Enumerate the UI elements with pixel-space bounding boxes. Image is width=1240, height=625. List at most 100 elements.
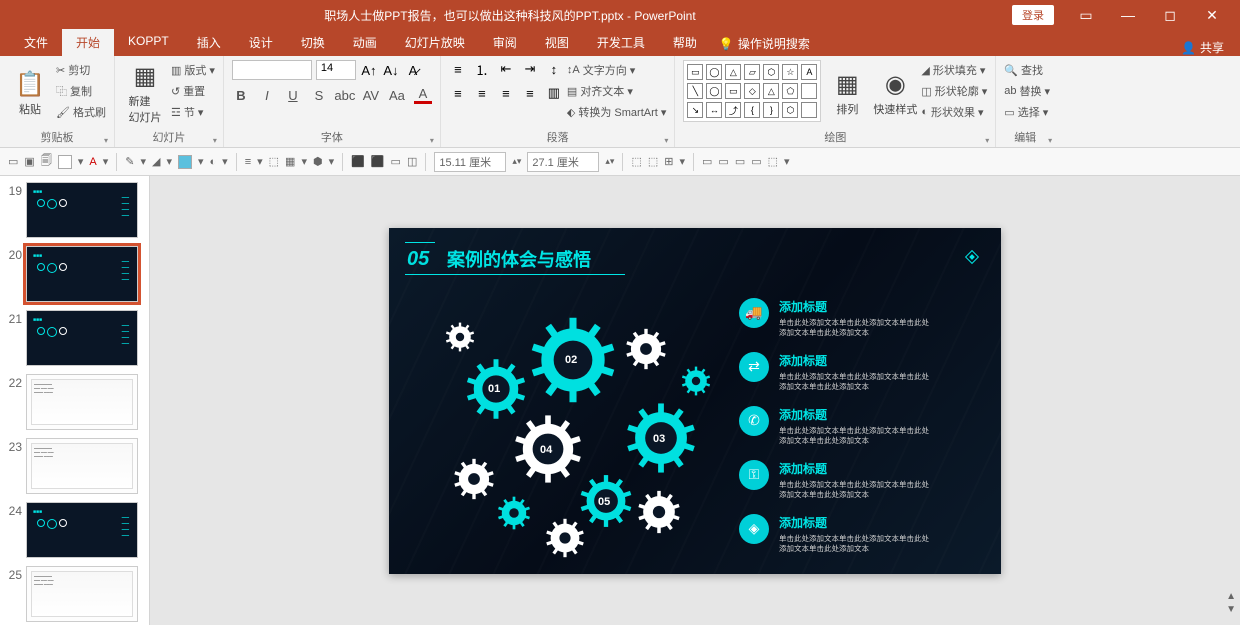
arrange-button[interactable]: ▦排列 [825, 60, 869, 126]
qat-icon[interactable]: ▣ [24, 155, 34, 168]
menu-tab-设计[interactable]: 设计 [235, 29, 287, 56]
slide-thumbnail[interactable]: ■■■━━━━━━━━━━━━ [26, 502, 138, 558]
menu-tab-开始[interactable]: 开始 [62, 29, 114, 56]
text-direction-button[interactable]: ↕A文字方向 ▾ [567, 60, 666, 80]
decrease-font-icon[interactable]: A↓ [382, 61, 400, 79]
smartart-button[interactable]: ⬖转换为 SmartArt ▾ [567, 102, 666, 122]
qat-color-swatch[interactable] [58, 155, 72, 169]
align-text-button[interactable]: ▤对齐文本 ▾ [567, 81, 666, 101]
shadow-button[interactable]: abc [336, 86, 354, 104]
qat-icon[interactable]: ⬚ [269, 155, 279, 168]
shapes-gallery[interactable]: ▭◯△▱⬡☆A ╲◯▭◇△⬠ ↘↔⤴{}⬡ [683, 60, 821, 122]
qat-icon[interactable]: ⬛ [371, 155, 385, 168]
select-button[interactable]: ▭选择 ▾ [1004, 102, 1050, 122]
shape-outline-button[interactable]: ◫形状轮廓 ▾ [921, 81, 987, 101]
reset-button[interactable]: ↺重置 [171, 81, 215, 101]
slide-canvas-area[interactable]: 05 案例的体会与感悟 0102040305 🚚 添加标题 单击此处添加文本单击… [150, 176, 1240, 625]
qat-icon[interactable]: ⊞ [664, 155, 673, 168]
layout-button[interactable]: ▥版式 ▾ [171, 60, 215, 80]
strikethrough-button[interactable]: S [310, 86, 328, 104]
menu-tab-切换[interactable]: 切换 [287, 29, 339, 56]
slide-thumbnail[interactable]: ■■■━━━━━━━━━━━━ [26, 246, 138, 302]
qat-icon[interactable]: ▦ [285, 155, 295, 168]
shape-fill-button[interactable]: ◢形状填充 ▾ [921, 60, 987, 80]
indent-inc-button[interactable]: ⇥ [521, 60, 539, 78]
qat-icon[interactable]: ▭ [702, 155, 712, 168]
share-button[interactable]: 共享 [1200, 39, 1224, 56]
font-color-button[interactable]: A [414, 86, 432, 104]
minimize-icon[interactable]: — [1108, 1, 1148, 29]
current-slide[interactable]: 05 案例的体会与感悟 0102040305 🚚 添加标题 单击此处添加文本单击… [389, 228, 1001, 574]
qat-swatch[interactable] [178, 155, 192, 169]
qat-fill-icon[interactable]: ◢ [152, 155, 160, 168]
qat-eyedropper-icon[interactable]: ✎ [125, 155, 134, 168]
font-size-input[interactable]: 14 [316, 60, 356, 80]
menu-tab-插入[interactable]: 插入 [183, 29, 235, 56]
slide-thumbnails-panel[interactable]: 19■■■━━━━━━━━━━━━20■■■━━━━━━━━━━━━21■■■━… [0, 176, 150, 625]
italic-button[interactable]: I [258, 86, 276, 104]
increase-font-icon[interactable]: A↑ [360, 61, 378, 79]
prev-slide-icon[interactable]: ▲ [1226, 591, 1236, 602]
qat-icon[interactable]: ⬚ [648, 155, 658, 168]
menu-tab-幻灯片放映[interactable]: 幻灯片放映 [391, 29, 479, 56]
qat-icon[interactable]: ▭ [8, 155, 18, 168]
line-spacing-button[interactable]: ↕ [545, 60, 563, 78]
qat-icon[interactable]: ◫ [407, 155, 417, 168]
indent-dec-button[interactable]: ⇤ [497, 60, 515, 78]
qat-icon[interactable]: ⬢ [313, 155, 323, 168]
justify-button[interactable]: ≡ [521, 84, 539, 102]
qat-icon[interactable]: ⬚ [768, 155, 778, 168]
new-slide-button[interactable]: ▦ 新建 幻灯片 [123, 60, 167, 126]
qat-icon[interactable]: ▭ [391, 155, 401, 168]
qat-icon[interactable]: ◐ [210, 156, 217, 168]
menu-tab-动画[interactable]: 动画 [339, 29, 391, 56]
find-button[interactable]: 🔍查找 [1004, 60, 1050, 80]
maximize-icon[interactable]: ◻ [1150, 1, 1190, 29]
qat-icon[interactable]: ≡ [245, 156, 251, 168]
width-input[interactable]: 27.1 厘米 [527, 152, 599, 172]
close-icon[interactable]: ✕ [1192, 1, 1232, 29]
shape-effects-button[interactable]: ◐形状效果 ▾ [921, 102, 987, 122]
qat-icon[interactable]: ⬚ [631, 155, 641, 168]
quick-styles-button[interactable]: ◉快速样式 [873, 60, 917, 126]
slide-thumbnail[interactable]: ■■■━━━━━━━━━━━━ [26, 310, 138, 366]
align-left-button[interactable]: ≡ [449, 84, 467, 102]
underline-button[interactable]: U [284, 86, 302, 104]
format-painter-button[interactable]: 🖌格式刷 [56, 102, 106, 122]
case-button[interactable]: Aa [388, 86, 406, 104]
menu-tab-视图[interactable]: 视图 [531, 29, 583, 56]
ribbon-options-icon[interactable]: ▭ [1066, 1, 1106, 29]
section-button[interactable]: ☲节 ▾ [171, 102, 215, 122]
qat-icon[interactable]: A [89, 156, 96, 168]
menu-tab-审阅[interactable]: 审阅 [479, 29, 531, 56]
slide-thumbnail[interactable]: ▬▬▬▬▬▬▬▬ ▬▬ ▬▬▬▬▬ ▬▬▬ [26, 438, 138, 494]
spacing-button[interactable]: AV [362, 86, 380, 104]
qat-icon[interactable]: ⬛ [351, 155, 365, 168]
font-name-input[interactable] [232, 60, 312, 80]
qat-icon[interactable]: ▭ [718, 155, 728, 168]
menu-tab-开发工具[interactable]: 开发工具 [583, 29, 659, 56]
qat-icon[interactable]: ▭ [735, 155, 745, 168]
menu-tab-帮助[interactable]: 帮助 [659, 29, 711, 56]
columns-button[interactable]: ▥ [545, 84, 563, 102]
login-button[interactable]: 登录 [1012, 5, 1054, 25]
clear-format-icon[interactable]: A̷ [404, 61, 422, 79]
slide-thumbnail[interactable]: ▬▬▬▬▬▬▬▬ ▬▬ ▬▬▬▬▬ ▬▬▬ [26, 374, 138, 430]
qat-icon[interactable]: ▭ [751, 155, 761, 168]
align-right-button[interactable]: ≡ [497, 84, 515, 102]
slide-thumbnail[interactable]: ■■■━━━━━━━━━━━━ [26, 182, 138, 238]
replace-button[interactable]: ab替换 ▾ [1004, 81, 1050, 101]
menu-tab-文件[interactable]: 文件 [10, 29, 62, 56]
bold-button[interactable]: B [232, 86, 250, 104]
align-center-button[interactable]: ≡ [473, 84, 491, 102]
paste-button[interactable]: 📋 粘贴 [8, 60, 52, 126]
slide-thumbnail[interactable]: ▬▬▬▬▬▬▬▬ ▬▬ ▬▬▬▬▬ ▬▬▬ [26, 566, 138, 622]
cut-button[interactable]: ✂剪切 [56, 60, 106, 80]
bullets-button[interactable]: ≡ [449, 60, 467, 78]
copy-button[interactable]: ⿻复制 [56, 81, 106, 101]
qat-icon[interactable]: 🗐 [41, 152, 52, 171]
numbering-button[interactable]: ⒈ [473, 60, 491, 78]
menu-tab-KOPPT[interactable]: KOPPT [114, 29, 183, 56]
next-slide-icon[interactable]: ▼ [1226, 604, 1236, 615]
tell-me-search[interactable]: 操作说明搜索 [738, 35, 810, 52]
